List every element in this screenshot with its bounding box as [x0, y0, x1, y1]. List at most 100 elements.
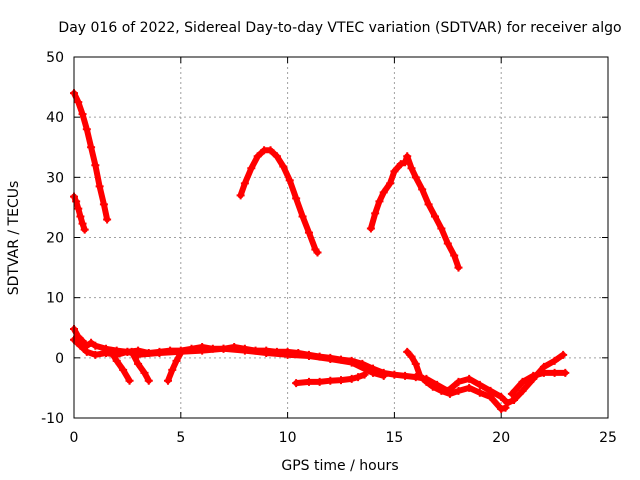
data-point-plus: [236, 191, 245, 200]
data-point-plus: [443, 239, 452, 248]
data-point-plus: [247, 164, 256, 173]
data-point-plus: [112, 356, 121, 365]
data-point-plus: [475, 380, 484, 389]
y-axis-label: SDTVAR / TECUs: [6, 181, 22, 296]
data-point-plus: [240, 346, 249, 355]
data-point-plus: [74, 332, 83, 341]
data-point-plus: [172, 356, 181, 365]
data-point-plus: [198, 346, 207, 355]
data-point-plus: [78, 110, 87, 119]
y-tick-label: 40: [46, 110, 64, 126]
data-point-plus: [418, 185, 427, 194]
data-point-plus: [315, 377, 324, 386]
data-marks: [70, 89, 570, 413]
data-point-plus: [465, 374, 474, 383]
axis-ticks: 0 5 10 15 20 25 -10 0 10 20 30 40 50: [41, 50, 617, 446]
data-point-plus: [144, 376, 153, 385]
data-point-plus: [518, 386, 527, 395]
data-point-plus: [72, 197, 81, 206]
y-tick-label: 30: [46, 170, 64, 186]
data-point-plus: [283, 350, 292, 359]
series-trail: [107, 347, 133, 384]
x-tick-label: 20: [492, 430, 510, 446]
data-point-plus: [559, 350, 568, 359]
data-point-plus: [411, 173, 420, 182]
x-tick-label: 5: [176, 430, 185, 446]
data-point-plus: [360, 370, 369, 379]
data-point-plus: [326, 376, 335, 385]
data-point-plus: [375, 197, 384, 206]
data-point-plus: [106, 346, 115, 355]
series-arc-11: [403, 347, 510, 413]
data-point-plus: [76, 341, 85, 350]
x-axis-label: GPS time / hours: [281, 458, 398, 474]
y-tick-label: 10: [46, 291, 64, 307]
data-point-plus: [379, 188, 388, 197]
data-point-plus: [390, 370, 399, 379]
data-point-plus: [465, 383, 474, 392]
data-point-plus: [74, 98, 83, 107]
data-point-plus: [82, 347, 91, 356]
data-point-plus: [313, 248, 322, 257]
data-point-plus: [74, 204, 83, 213]
data-point-plus: [428, 382, 437, 391]
data-point-plus: [285, 176, 294, 185]
data-point-plus: [95, 182, 104, 191]
data-point-plus: [76, 212, 85, 221]
data-point-plus: [304, 352, 313, 361]
series-trail: [165, 350, 184, 384]
data-point-plus: [78, 336, 87, 345]
data-point-plus: [561, 368, 570, 377]
data-point-plus: [168, 365, 177, 374]
data-point-plus: [529, 371, 538, 380]
data-point-plus: [401, 158, 410, 167]
data-point-plus: [347, 358, 356, 367]
data-point-plus: [163, 376, 172, 385]
x-tick-label: 15: [385, 430, 403, 446]
data-point-plus: [510, 395, 519, 404]
data-point-plus: [416, 371, 425, 380]
data-point-plus: [501, 403, 510, 412]
data-point-plus: [430, 212, 439, 221]
series-arc-7: [106, 346, 134, 385]
y-tick-label: -10: [41, 411, 64, 427]
series-arc-9: [163, 349, 185, 385]
data-point-plus: [518, 377, 527, 386]
data-point-plus: [475, 388, 484, 397]
data-point-plus: [550, 356, 559, 365]
data-point-plus: [390, 167, 399, 176]
data-point-plus: [386, 179, 395, 188]
data-point-plus: [304, 228, 313, 237]
data-point-plus: [445, 389, 454, 398]
x-tick-label: 0: [70, 430, 79, 446]
data-point-plus: [450, 251, 459, 260]
data-point-plus: [78, 219, 87, 228]
series-arc-10: [292, 370, 369, 388]
x-tick-label: 10: [279, 430, 297, 446]
data-point-plus: [87, 338, 96, 347]
data-point-plus: [262, 349, 271, 358]
y-tick-label: 50: [46, 50, 64, 66]
chart-title: Day 016 of 2022, Sidereal Day-to-day VTE…: [58, 20, 621, 36]
data-point-plus: [82, 125, 91, 134]
data-point-plus: [292, 194, 301, 203]
data-point-plus: [266, 146, 275, 155]
data-point-plus: [503, 398, 512, 407]
data-point-plus: [486, 392, 495, 401]
y-tick-label: 0: [55, 351, 64, 367]
series-arc-12: [507, 368, 570, 398]
data-point-plus: [279, 162, 288, 171]
data-point-plus: [326, 355, 335, 364]
data-point-plus: [337, 376, 345, 385]
data-point-plus: [103, 215, 112, 224]
data-point-plus: [91, 350, 100, 359]
data-point-plus: [99, 200, 108, 209]
data-point-plus: [379, 371, 388, 380]
series-arc-3: [236, 146, 322, 257]
data-point-plus: [369, 368, 378, 377]
data-point-plus: [497, 392, 506, 401]
data-point-plus: [292, 379, 301, 388]
data-point-plus: [454, 263, 463, 272]
